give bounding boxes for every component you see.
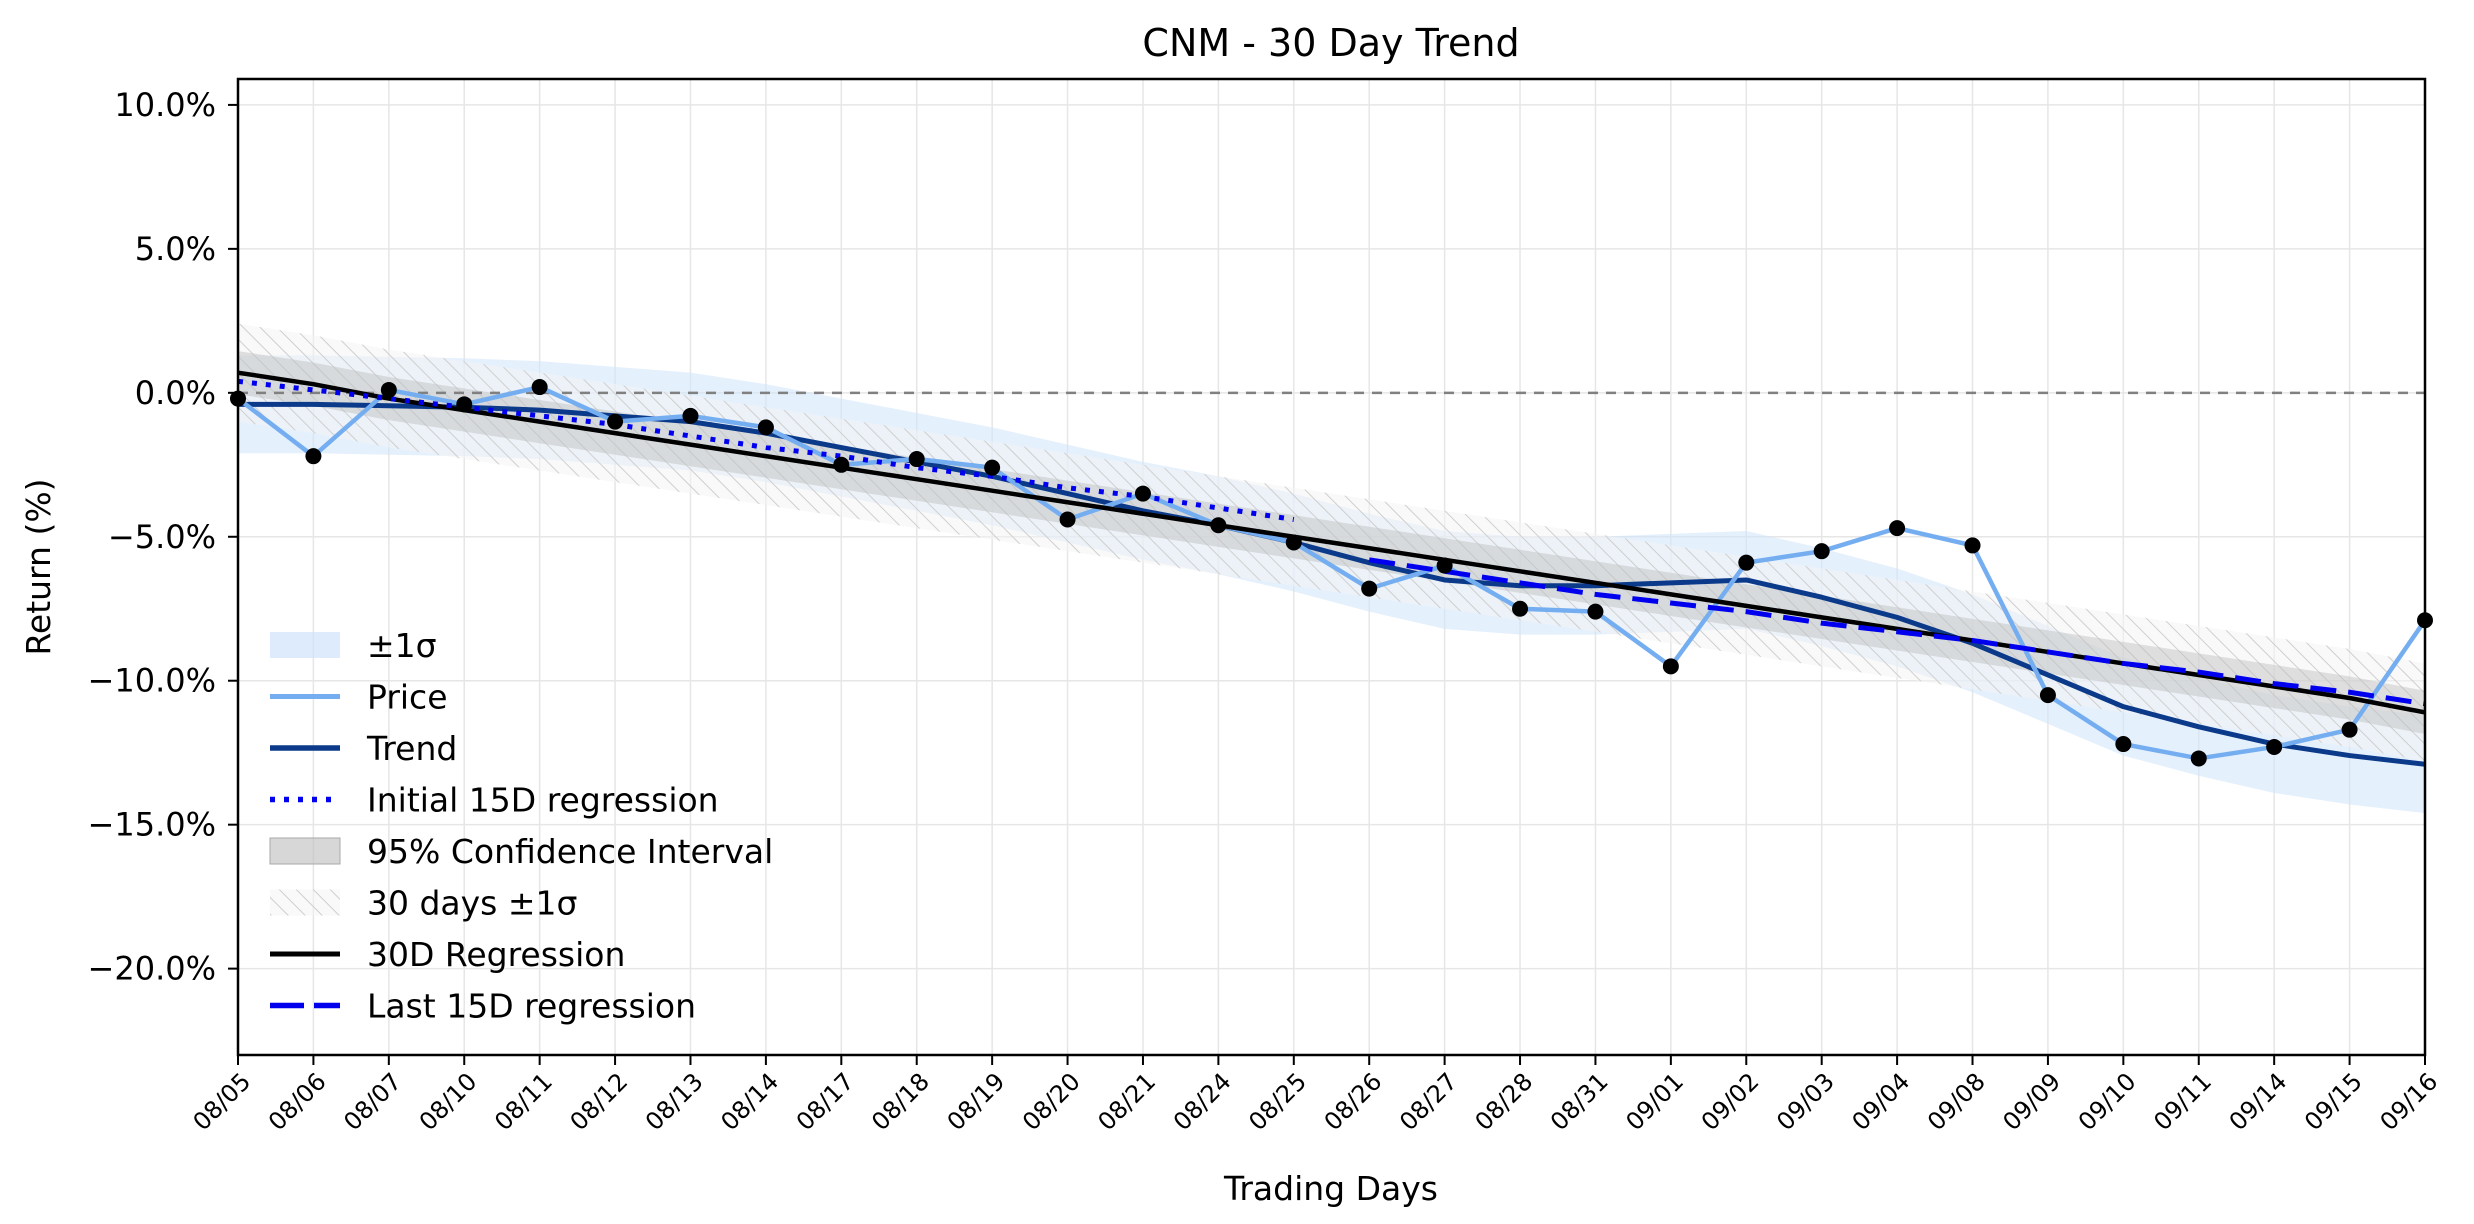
- price-points: [230, 379, 2433, 767]
- legend-handle-95-confidence-interval: [269, 837, 341, 865]
- x-tick-label: 09/08: [1922, 1067, 1991, 1136]
- price-point: [984, 459, 1001, 476]
- price-point: [305, 448, 322, 465]
- x-tick-label: 09/04: [1847, 1067, 1916, 1136]
- x-tick-label: 08/26: [1319, 1067, 1388, 1136]
- price-point: [531, 379, 548, 396]
- x-tick-label: 08/10: [414, 1067, 483, 1136]
- y-tick-label: −20.0%: [88, 950, 216, 988]
- x-tick-label: 08/20: [1017, 1067, 1086, 1136]
- price-point: [1436, 557, 1453, 574]
- legend-label: 30D Regression: [367, 935, 625, 974]
- price-point: [1059, 511, 1076, 528]
- legend-label: Last 15D regression: [367, 987, 696, 1026]
- x-tick-label: 09/02: [1696, 1067, 1765, 1136]
- price-point: [2266, 738, 2283, 755]
- x-tick-label: 09/09: [1997, 1067, 2066, 1136]
- x-tick-label: 08/31: [1545, 1067, 1614, 1136]
- price-point: [1210, 517, 1227, 534]
- x-tick-label: 08/24: [1168, 1067, 1237, 1136]
- legend: ±1σ Price Trend Initial 15D regression 95% C…: [269, 626, 773, 1026]
- price-point: [1587, 603, 1604, 620]
- price-point: [1285, 534, 1302, 551]
- price-point: [380, 381, 397, 398]
- y-axis-label: Return (%): [19, 478, 58, 655]
- x-tick-label: 09/15: [2299, 1067, 2368, 1136]
- price-point: [1813, 543, 1830, 560]
- price-point: [1512, 600, 1529, 617]
- x-tick-label: 08/11: [489, 1067, 558, 1136]
- x-tick-label: 09/03: [1771, 1067, 1840, 1136]
- x-tick-label: 08/21: [1092, 1067, 1161, 1136]
- x-tick-label: 08/05: [188, 1067, 257, 1136]
- y-tick-label: 5.0%: [135, 230, 216, 268]
- x-tick-label: 08/06: [263, 1067, 332, 1136]
- legend-label: Trend: [366, 729, 457, 768]
- price-point: [2190, 750, 2207, 767]
- price-point: [682, 407, 699, 424]
- price-point: [1134, 485, 1151, 502]
- x-axis: 08/05 08/06 08/07 08/10 08/11 08/12 08/13 08/14…: [188, 1055, 2444, 1136]
- price-point: [1889, 520, 1906, 537]
- y-tick-label: 0.0%: [135, 374, 216, 412]
- x-tick-label: 08/12: [565, 1067, 634, 1136]
- series-line-last-15d-regression: [1368, 557, 2425, 707]
- chart-title: CNM - 30 Day Trend: [1142, 21, 1519, 65]
- x-tick-label: 08/13: [640, 1067, 709, 1136]
- y-tick-label: −10.0%: [88, 662, 216, 700]
- legend-handle-1: [270, 632, 340, 658]
- price-point: [1964, 537, 1981, 554]
- y-tick-label: 10.0%: [114, 86, 216, 124]
- price-point: [456, 396, 473, 413]
- price-point: [908, 451, 925, 468]
- series-line-initial-15d-regression: [238, 378, 1295, 522]
- y-axis: 10.0% 5.0% 0.0% −5.0% −10.0% −15.0% −20.0%: [88, 86, 238, 988]
- price-point: [2341, 721, 2358, 738]
- x-tick-label: 08/27: [1394, 1067, 1463, 1136]
- legend-label: 30 days ±1σ: [367, 884, 577, 923]
- legend-handle-30-days-1: [270, 889, 340, 916]
- x-tick-label: 09/10: [2073, 1067, 2142, 1136]
- y-tick-label: −15.0%: [88, 806, 216, 844]
- y-tick-label: −5.0%: [108, 518, 216, 556]
- x-tick-label: 08/25: [1243, 1067, 1312, 1136]
- price-point: [1738, 554, 1755, 571]
- x-tick-label: 09/16: [2375, 1067, 2444, 1136]
- x-axis-label: Trading Days: [1223, 1169, 1438, 1208]
- price-point: [1361, 580, 1378, 597]
- x-tick-label: 08/17: [791, 1067, 860, 1136]
- series-line-price: [238, 384, 2425, 761]
- price-point: [757, 419, 774, 436]
- plot-frame: [236, 77, 2427, 1057]
- x-tick-label: 08/07: [338, 1067, 407, 1136]
- x-tick-label: 08/14: [715, 1067, 784, 1136]
- price-point: [2115, 736, 2132, 753]
- price-point: [833, 456, 850, 473]
- price-point: [607, 413, 624, 430]
- legend-label: Price: [367, 678, 448, 717]
- legend-label: 95% Confidence Interval: [367, 832, 773, 871]
- price-point: [1662, 658, 1679, 675]
- price-point: [2039, 687, 2056, 704]
- x-tick-label: 09/11: [2148, 1067, 2217, 1136]
- x-tick-label: 09/14: [2224, 1067, 2293, 1136]
- x-tick-label: 09/01: [1620, 1067, 1689, 1136]
- x-tick-label: 08/18: [866, 1067, 935, 1136]
- x-tick-label: 08/19: [942, 1067, 1011, 1136]
- legend-label: Initial 15D regression: [367, 781, 719, 820]
- x-tick-label: 08/28: [1470, 1067, 1539, 1136]
- series: [238, 370, 2425, 767]
- legend-label: ±1σ: [367, 626, 437, 665]
